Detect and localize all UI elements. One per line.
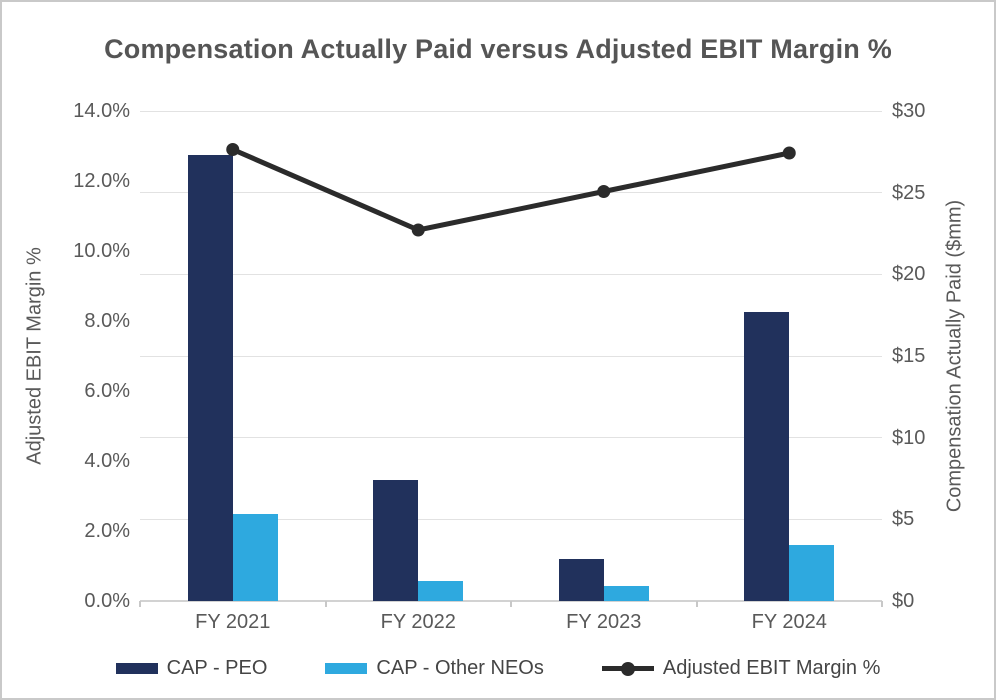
- line-marker-swatch-icon: [601, 661, 654, 676]
- right-axis-tick-label: $10: [892, 426, 926, 449]
- chart-title: Compensation Actually Paid versus Adjust…: [104, 34, 892, 64]
- bar-cap-other-neos: [789, 545, 835, 601]
- left-axis-tick-label: 12.0%: [73, 170, 130, 192]
- legend-label: Adjusted EBIT Margin %: [662, 657, 881, 679]
- right-axis-title: Compensation Actually Paid ($mm): [943, 199, 966, 513]
- left-axis-tick-label: 14.0%: [73, 100, 130, 122]
- bar-cap-other-neos: [603, 586, 649, 601]
- cap-peo-swatch-icon: [115, 663, 158, 674]
- bar-cap-peo: [558, 558, 604, 601]
- legend-item-cap-other-neos: CAP - Other NEOs: [325, 657, 544, 680]
- x-axis-category-label: FY 2021: [195, 611, 271, 633]
- left-axis-tick-label: 4.0%: [84, 450, 130, 472]
- bar-cap-other-neos: [232, 514, 278, 601]
- gridline: [140, 437, 882, 439]
- cap-other-neos-swatch-icon: [325, 663, 368, 674]
- gridline: [140, 192, 882, 194]
- marker-dot-icon: [620, 661, 635, 676]
- left-axis-tick-label: 8.0%: [84, 310, 130, 332]
- left-axis-tick-label: 6.0%: [84, 380, 130, 402]
- adjusted-ebit-margin-line: [231, 147, 790, 233]
- gridline: [140, 518, 882, 520]
- gridline: [140, 273, 882, 275]
- x-axis-tick: [695, 601, 698, 607]
- legend-label: CAP - Other NEOs: [376, 657, 544, 679]
- left-axis-tick-label: 0.0%: [84, 590, 130, 612]
- x-axis-tick: [324, 601, 327, 607]
- line-data-marker: [226, 143, 240, 156]
- legend-item-adjusted-ebit-margin: Adjusted EBIT Margin %: [601, 657, 881, 680]
- x-axis-tick: [881, 601, 883, 607]
- x-axis-tick: [139, 601, 141, 607]
- bar-cap-peo: [373, 480, 419, 601]
- x-axis-category-label: FY 2024: [751, 611, 827, 633]
- right-axis-tick-label: $0: [892, 590, 915, 612]
- left-axis-title: Adjusted EBIT Margin %: [23, 247, 46, 465]
- bar-cap-peo: [744, 311, 790, 601]
- legend-label: CAP - PEO: [166, 657, 268, 679]
- bar-cap-other-neos: [418, 581, 464, 601]
- x-axis-category-label: FY 2023: [566, 611, 642, 633]
- line-data-marker: [782, 146, 796, 160]
- bar-cap-peo: [187, 155, 233, 601]
- x-axis-category-label: FY 2022: [380, 611, 456, 633]
- line-data-marker: [411, 223, 425, 237]
- gridline: [140, 110, 882, 112]
- x-axis-tick: [510, 601, 512, 607]
- right-axis-tick-label: $5: [892, 508, 915, 531]
- left-axis-tick-label: 10.0%: [73, 240, 130, 262]
- gridline: [140, 355, 882, 357]
- legend: CAP - PEO CAP - Other NEOs Adjusted EBIT…: [2, 657, 994, 680]
- right-axis-tick-label: $25: [892, 181, 926, 204]
- legend-item-cap-peo: CAP - PEO: [115, 657, 268, 680]
- right-axis-tick-label: $30: [892, 100, 926, 122]
- right-axis-tick-label: $20: [892, 263, 926, 286]
- left-axis-tick-label: 2.0%: [84, 520, 130, 542]
- right-axis-tick-label: $15: [892, 345, 926, 367]
